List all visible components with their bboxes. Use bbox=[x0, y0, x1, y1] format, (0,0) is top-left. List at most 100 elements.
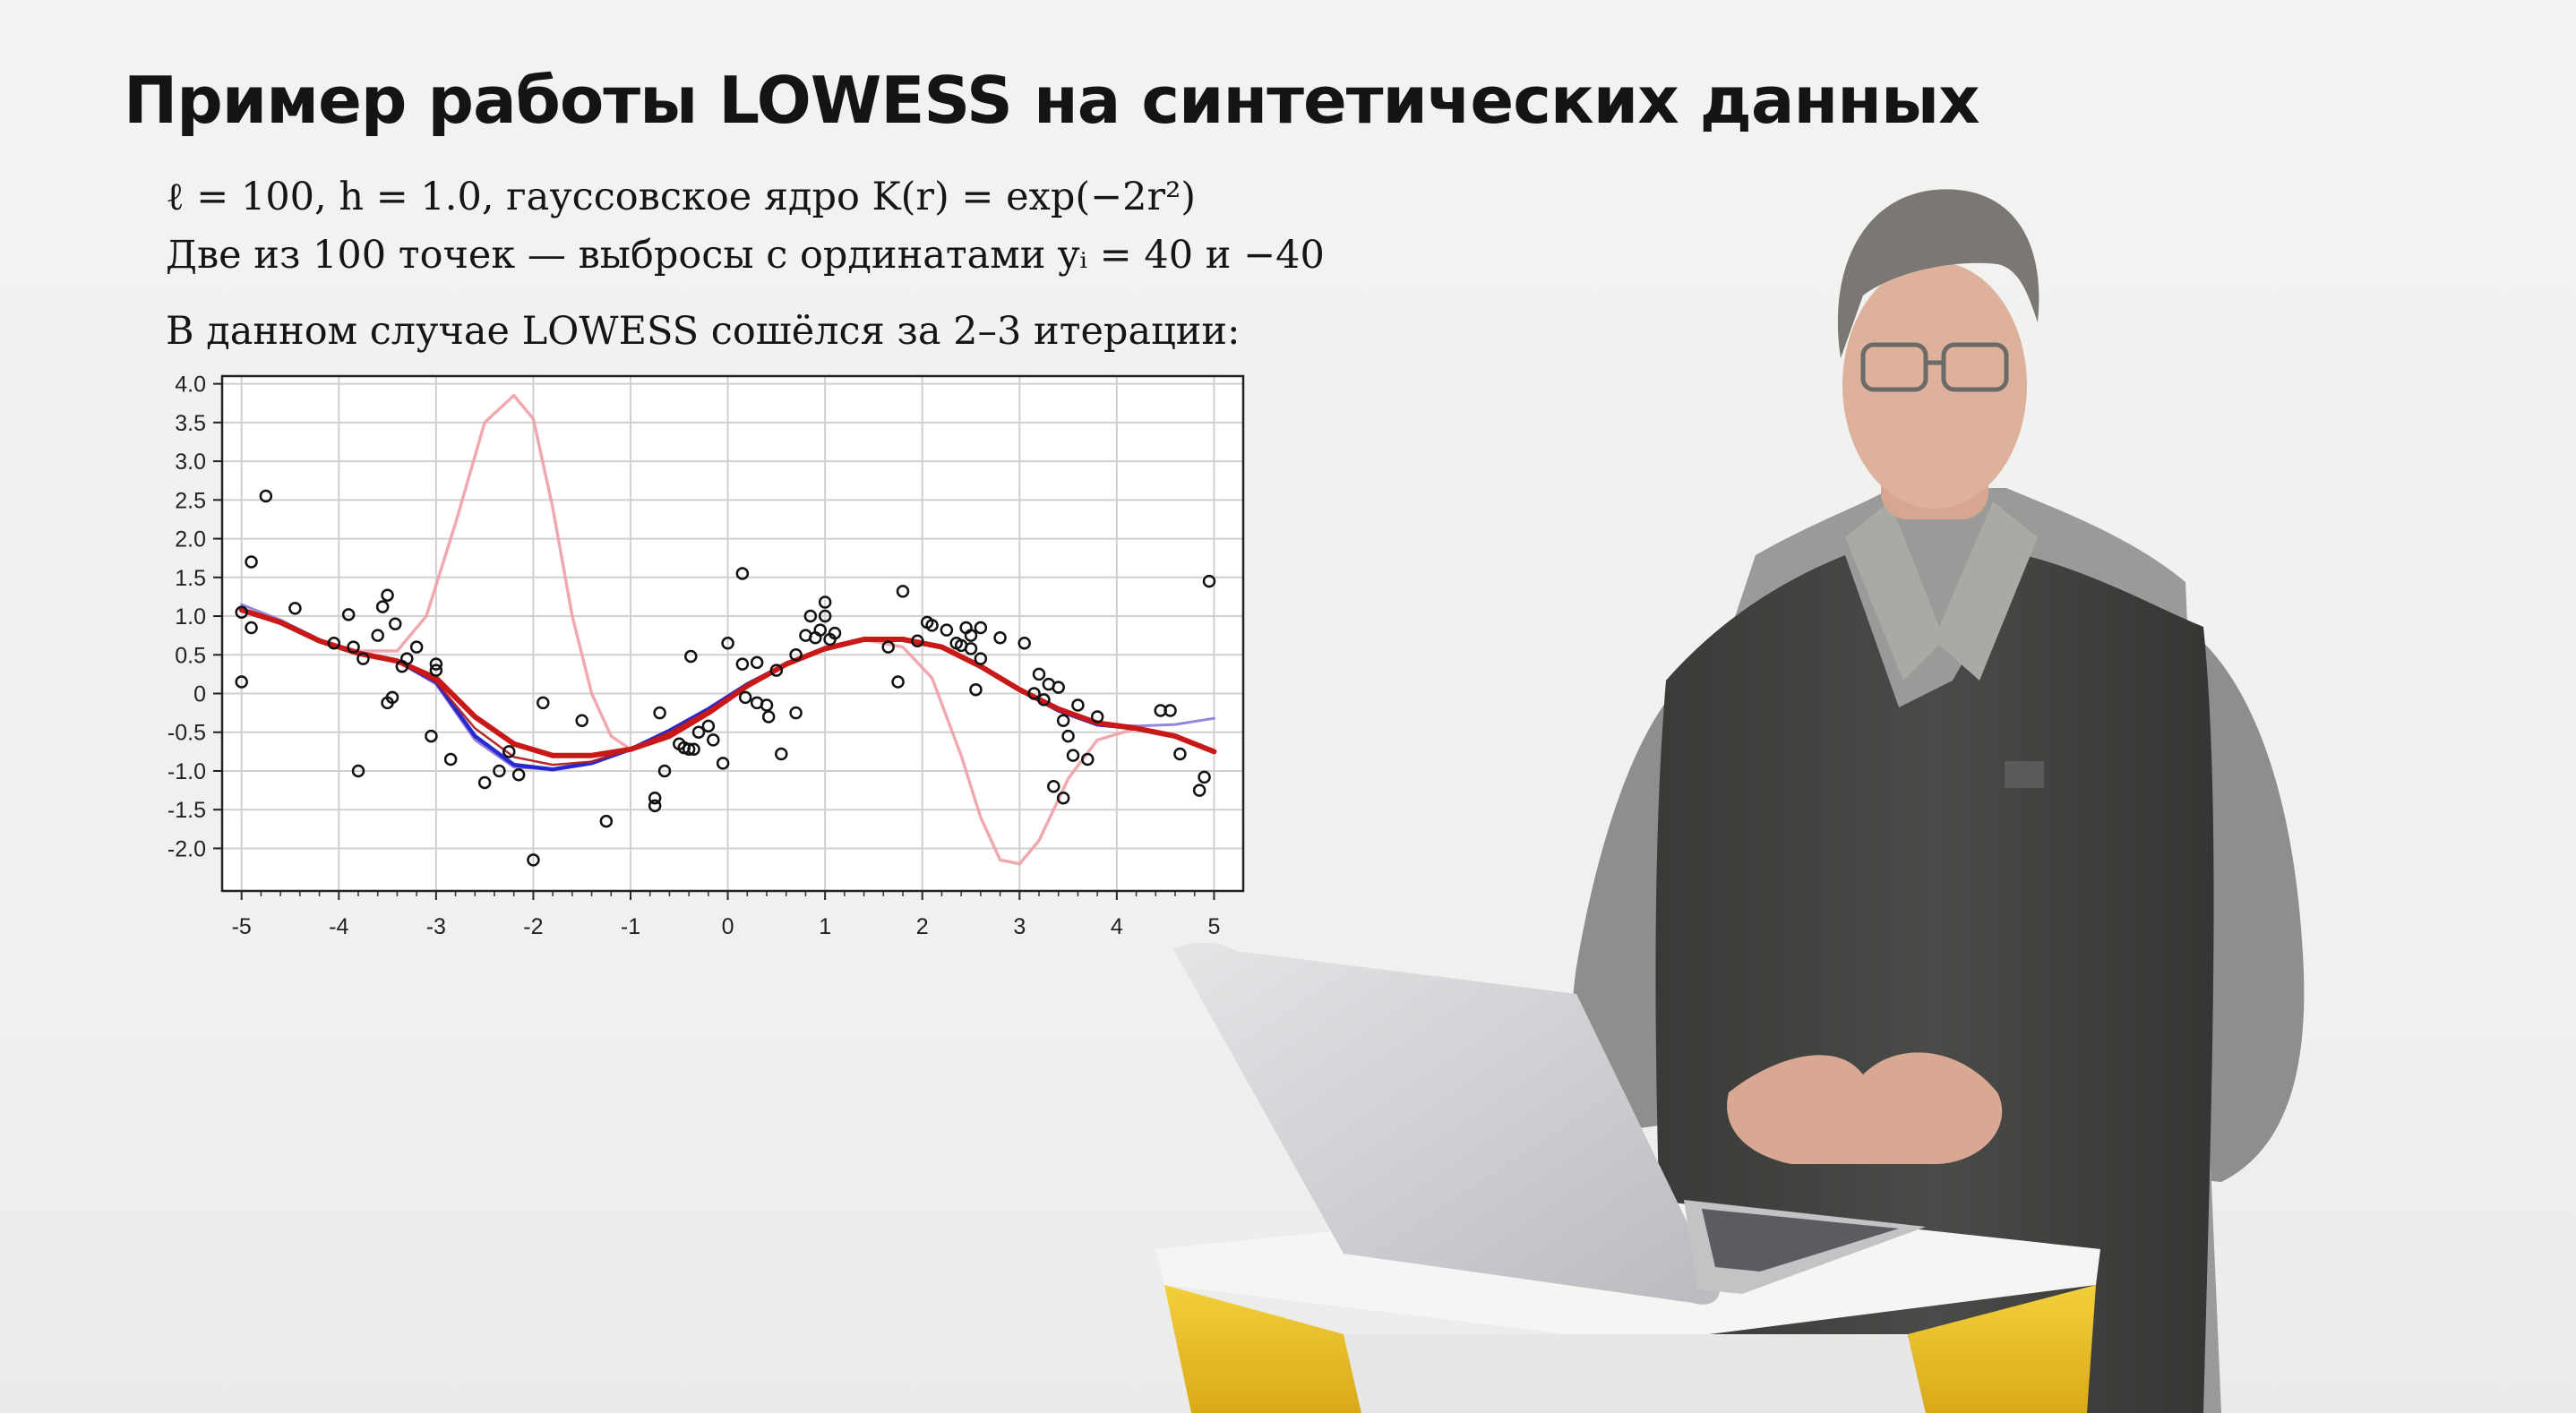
data-point bbox=[896, 585, 910, 598]
y-tick-label: -1.5 bbox=[167, 798, 206, 823]
x-tick-label: 0 bbox=[722, 914, 734, 939]
data-point bbox=[1052, 681, 1065, 694]
data-point bbox=[389, 617, 402, 630]
data-point bbox=[245, 621, 258, 635]
plot-frame bbox=[220, 374, 1245, 893]
data-point bbox=[925, 619, 939, 632]
data-point bbox=[969, 682, 983, 697]
x-tick-label: 3 bbox=[1013, 914, 1026, 939]
laptop bbox=[1173, 942, 1926, 1305]
data-point bbox=[381, 588, 394, 602]
y-tick-label: -1.0 bbox=[167, 759, 206, 784]
data-point bbox=[974, 621, 988, 635]
data-point bbox=[789, 706, 803, 720]
data-point bbox=[385, 690, 399, 705]
presenter-collar bbox=[1845, 501, 2038, 681]
data-point bbox=[1163, 704, 1177, 717]
data-point bbox=[684, 649, 698, 664]
data-point bbox=[245, 555, 258, 569]
data-point bbox=[1061, 729, 1075, 743]
plot-area bbox=[222, 376, 1243, 891]
presenter-hair bbox=[1837, 189, 2039, 358]
data-point bbox=[648, 799, 662, 813]
glasses-icon bbox=[1860, 342, 2009, 392]
data-point bbox=[813, 623, 827, 637]
data-point bbox=[371, 629, 384, 642]
x-tick-label: 4 bbox=[1111, 914, 1123, 939]
data-point bbox=[964, 642, 978, 655]
x-tick-label: 1 bbox=[819, 914, 831, 939]
data-point bbox=[993, 631, 1007, 645]
podium-left-face bbox=[1164, 1285, 1361, 1413]
y-tick-label: -2.0 bbox=[167, 836, 206, 861]
data-point bbox=[341, 608, 356, 621]
data-point bbox=[235, 605, 248, 619]
data-point bbox=[1066, 749, 1080, 762]
data-point bbox=[1056, 714, 1070, 728]
data-point bbox=[1027, 687, 1041, 700]
presenter-hands bbox=[1727, 1052, 2003, 1164]
data-point bbox=[789, 648, 803, 662]
iterations-line: В данном случае LOWESS сошёлся за 2–3 ит… bbox=[166, 309, 1241, 354]
x-tick-label: -3 bbox=[426, 914, 446, 939]
data-point bbox=[964, 629, 978, 642]
data-point bbox=[429, 664, 443, 677]
y-tick-label: 4.0 bbox=[175, 373, 206, 398]
x-tick-label: -1 bbox=[621, 914, 640, 939]
data-point bbox=[537, 696, 550, 710]
y-tick-label: 1.5 bbox=[175, 566, 206, 591]
x-tick-label: -2 bbox=[523, 914, 543, 939]
data-point bbox=[400, 652, 414, 665]
data-point bbox=[738, 690, 752, 705]
presenter-vest bbox=[1655, 555, 2214, 1413]
podium-front-face bbox=[1344, 1334, 1926, 1413]
data-point bbox=[716, 757, 730, 770]
y-tick-label: 0 bbox=[193, 682, 206, 707]
data-point bbox=[327, 637, 341, 650]
data-point bbox=[425, 729, 438, 743]
data-point bbox=[940, 623, 954, 637]
data-point bbox=[527, 853, 540, 867]
data-point bbox=[288, 602, 302, 615]
slide-title: Пример работы LOWESS на синтетических да… bbox=[124, 63, 1980, 138]
data-point bbox=[511, 768, 526, 782]
data-point bbox=[735, 657, 750, 671]
laptop-lid bbox=[1173, 942, 1720, 1305]
data-point bbox=[657, 764, 672, 778]
y-tick-label: 0.5 bbox=[175, 643, 206, 668]
data-point bbox=[1018, 637, 1031, 650]
data-point bbox=[599, 814, 614, 828]
data-point bbox=[375, 600, 390, 613]
data-point bbox=[828, 626, 842, 640]
y-tick-label: -0.5 bbox=[167, 721, 206, 746]
data-point bbox=[769, 664, 784, 677]
data-point bbox=[775, 747, 788, 761]
data-point bbox=[1032, 667, 1046, 681]
data-point bbox=[477, 775, 492, 790]
data-point bbox=[648, 791, 662, 805]
x-tick-label: 5 bbox=[1207, 914, 1220, 939]
data-point bbox=[760, 698, 774, 712]
outliers-line: Две из 100 точек — выбросы с ординатами … bbox=[166, 233, 1325, 278]
data-point bbox=[409, 640, 424, 654]
data-point bbox=[1202, 574, 1216, 588]
data-point bbox=[891, 675, 905, 689]
y-tick-label: 2.0 bbox=[175, 527, 206, 552]
data-point bbox=[1071, 698, 1085, 712]
data-point bbox=[735, 567, 750, 580]
data-point bbox=[881, 640, 895, 654]
data-point bbox=[721, 637, 734, 650]
data-point bbox=[687, 742, 700, 757]
data-point bbox=[1198, 770, 1211, 784]
laptop-keyboard bbox=[1702, 1209, 1899, 1272]
data-point bbox=[761, 710, 776, 724]
params-line: ℓ = 100, h = 1.0, гауссовское ядро K(r) … bbox=[166, 175, 1197, 219]
data-point bbox=[701, 719, 716, 733]
y-tick-label: 1.0 bbox=[175, 604, 206, 629]
data-point bbox=[443, 752, 458, 766]
data-point bbox=[356, 652, 370, 665]
presenter-face bbox=[1842, 261, 2027, 509]
data-point bbox=[691, 725, 706, 739]
data-point bbox=[347, 640, 360, 654]
